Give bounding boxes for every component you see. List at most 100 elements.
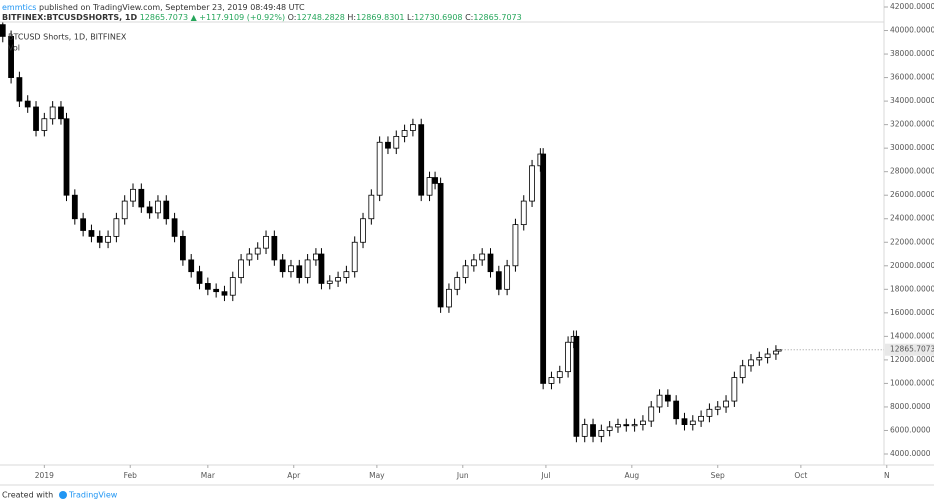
candle-body: [296, 265, 303, 278]
candle-body: [343, 271, 350, 278]
candle-body: [221, 291, 228, 296]
y-tick-label: 4000.0000: [890, 449, 931, 458]
x-tick-label: Mar: [201, 471, 216, 480]
y-tick-label: 28000.0000: [890, 167, 934, 176]
candle-body: [318, 253, 325, 284]
candle-body: [130, 188, 136, 202]
candle-body: [146, 206, 153, 214]
candle-body: [376, 141, 383, 196]
candle-body: [714, 406, 721, 410]
candle-body: [368, 194, 375, 220]
candle-body: [0, 24, 6, 37]
y-tick-label: 32000.0000: [890, 120, 934, 129]
x-tick-label: Aug: [624, 471, 639, 480]
chart-title: BTCUSD Shorts, 1D, BITFINEX: [8, 33, 127, 42]
candle-body: [454, 277, 461, 290]
footer-brand[interactable]: TradingView: [68, 491, 118, 500]
ohlc-value: 12748.2828: [296, 13, 344, 22]
candle-body: [271, 235, 278, 261]
candle-body: [773, 350, 779, 355]
candle-body: [640, 420, 646, 425]
candle-body: [279, 259, 286, 273]
ohlc-value: 12865.7073: [473, 13, 521, 22]
x-tick-label: N: [884, 471, 890, 480]
x-tick-label: Feb: [124, 471, 138, 480]
header-band: [0, 0, 934, 22]
ohlc-label: O:: [288, 13, 297, 22]
y-tick-label: 24000.0000: [890, 214, 934, 223]
candle-body: [360, 218, 366, 243]
x-tick-label: Apr: [287, 471, 301, 480]
y-tick-label: 34000.0000: [890, 96, 934, 105]
y-tick-label: 10000.0000: [890, 378, 934, 387]
candle-body: [764, 353, 771, 358]
candle-body: [573, 335, 580, 437]
candle-body: [113, 218, 120, 237]
symbol: BITFINEX:BTCUSDSHORTS, 1D: [2, 13, 137, 22]
candle-body: [229, 277, 236, 296]
candle-body: [196, 271, 203, 284]
candle-body: [581, 424, 588, 437]
ohlc-value: 12730.6908: [414, 13, 462, 22]
y-tick-label: 18000.0000: [890, 284, 934, 293]
candle-body: [495, 271, 502, 290]
candle-body: [410, 124, 416, 131]
candle-body: [689, 420, 696, 425]
y-tick-label: 22000.0000: [890, 237, 934, 246]
candle-body: [673, 400, 680, 420]
candle-body: [393, 135, 400, 149]
candle-body: [656, 394, 663, 408]
symbol-line: BITFINEX:BTCUSDSHORTS, 1D 12865.7073 ▲ +…: [2, 13, 522, 22]
y-tick-label: 26000.0000: [890, 190, 934, 199]
candle-body: [723, 400, 729, 408]
candle-body: [63, 118, 70, 196]
y-tick-label: 14000.0000: [890, 331, 934, 340]
chart-subtitle: Vol: [8, 44, 20, 53]
candle-body: [263, 235, 269, 249]
candle-body: [556, 371, 563, 378]
candle-body: [16, 77, 23, 102]
candle-body: [58, 106, 64, 120]
candle-body: [739, 365, 746, 378]
candle-body: [598, 430, 605, 437]
candle-body: [304, 259, 311, 278]
candle-body: [487, 253, 494, 273]
candle-body: [590, 424, 596, 437]
candle-body: [623, 424, 630, 427]
candle-body: [335, 277, 341, 282]
candle-body: [213, 288, 220, 293]
candle-body: [288, 265, 294, 273]
candle-body: [351, 241, 358, 273]
x-tick-label: 2019: [35, 471, 54, 480]
candle-body: [504, 265, 511, 290]
candle-body: [418, 124, 425, 196]
ohlc-label: C:: [465, 13, 473, 22]
candle-body: [238, 259, 244, 278]
candle-body: [71, 194, 78, 220]
candle-body: [426, 177, 433, 196]
candle-body: [105, 235, 111, 243]
candle-body: [446, 288, 452, 308]
change: ▲ +117.9109 (+0.92%): [191, 13, 285, 22]
x-tick-label: Jul: [540, 471, 550, 480]
candle-body: [155, 200, 161, 214]
plot: [0, 18, 782, 443]
candle-body: [706, 408, 713, 417]
candle-body: [24, 100, 31, 108]
ohlc-value: 12869.8301: [356, 13, 404, 22]
candle-body: [33, 106, 39, 131]
candle-body: [648, 406, 655, 422]
candle-body: [520, 200, 527, 226]
candle-body: [88, 230, 95, 237]
y-tick-label: 8000.0000: [890, 402, 931, 411]
y-tick-label: 38000.0000: [890, 49, 934, 58]
candle-body: [326, 280, 333, 284]
candle-body: [606, 426, 613, 431]
candle-body: [188, 259, 195, 273]
ohlc-label: H:: [347, 13, 356, 22]
y-tick-label: 42000.0000: [890, 2, 934, 11]
candle-body: [756, 357, 763, 361]
y-tick-label: 20000.0000: [890, 261, 934, 270]
